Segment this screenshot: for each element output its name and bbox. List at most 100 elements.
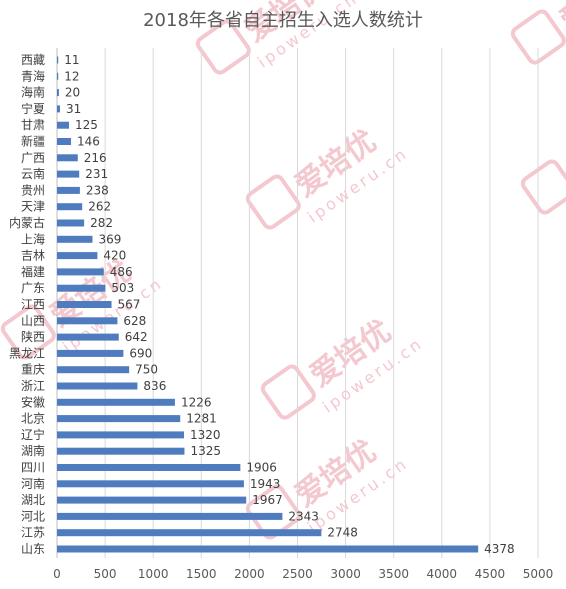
category-label: 四川 bbox=[21, 461, 45, 475]
data-label: 262 bbox=[88, 200, 111, 214]
x-tick-label: 1000 bbox=[138, 567, 169, 581]
x-tick-label: 2000 bbox=[234, 567, 265, 581]
x-tick-label: 500 bbox=[94, 567, 117, 581]
category-label: 云南 bbox=[21, 166, 45, 181]
category-label: 浙江 bbox=[21, 379, 45, 393]
bar bbox=[57, 56, 59, 64]
category-label: 重庆 bbox=[21, 363, 45, 377]
data-label: 420 bbox=[103, 249, 126, 263]
data-label: 1281 bbox=[186, 412, 217, 426]
data-label: 2748 bbox=[327, 526, 358, 540]
category-label: 河南 bbox=[21, 476, 45, 491]
category-label: 江西 bbox=[21, 298, 45, 312]
bar bbox=[57, 284, 106, 292]
category-label: 河北 bbox=[21, 509, 45, 523]
data-label: 750 bbox=[135, 363, 158, 377]
data-label: 2343 bbox=[288, 509, 319, 523]
data-label: 238 bbox=[86, 183, 109, 197]
data-label: 20 bbox=[65, 86, 80, 100]
category-label: 陕西 bbox=[21, 329, 45, 344]
category-label: 北京 bbox=[21, 412, 45, 426]
watermark-logo-icon bbox=[195, 19, 251, 75]
bar bbox=[57, 235, 93, 243]
x-tick-label: 5000 bbox=[523, 567, 554, 581]
x-tick-label: 0 bbox=[53, 567, 61, 581]
watermark-logo-icon bbox=[245, 174, 301, 230]
category-label: 广西 bbox=[21, 151, 45, 165]
x-tick-label: 1500 bbox=[186, 567, 217, 581]
bar bbox=[57, 154, 78, 162]
category-labels: 西藏青海海南宁夏甘肃新疆广西云南贵州天津内蒙古上海吉林福建广东江西山西陕西黑龙江… bbox=[9, 53, 45, 556]
category-label: 西藏 bbox=[21, 53, 45, 67]
bar bbox=[57, 121, 70, 129]
bar bbox=[57, 89, 59, 97]
bar bbox=[57, 366, 130, 374]
category-label: 山西 bbox=[21, 314, 45, 328]
data-label: 642 bbox=[125, 330, 148, 344]
bar bbox=[57, 268, 104, 276]
category-label: 甘肃 bbox=[21, 118, 45, 132]
data-label: 369 bbox=[98, 232, 121, 246]
bar bbox=[57, 480, 244, 488]
category-label: 安徽 bbox=[21, 394, 45, 409]
bar bbox=[57, 138, 72, 145]
category-label: 上海 bbox=[21, 231, 45, 246]
data-label: 216 bbox=[84, 151, 107, 165]
category-label: 青海 bbox=[21, 68, 45, 83]
x-tick-label: 4000 bbox=[427, 567, 458, 581]
bar bbox=[57, 545, 479, 553]
bar bbox=[57, 464, 241, 471]
data-label: 4378 bbox=[484, 542, 515, 556]
data-label: 1226 bbox=[181, 395, 212, 409]
bar bbox=[57, 349, 124, 357]
x-tick-label: 3500 bbox=[378, 567, 409, 581]
data-label: 231 bbox=[85, 167, 108, 181]
chart-title: 2018年各省自主招生入选人数统计 bbox=[143, 10, 423, 31]
data-label: 628 bbox=[123, 314, 146, 328]
category-label: 贵州 bbox=[21, 183, 45, 197]
bar bbox=[57, 317, 118, 325]
data-label: 1325 bbox=[190, 444, 221, 458]
category-label: 新疆 bbox=[21, 134, 45, 149]
bar bbox=[57, 105, 60, 113]
category-label: 海南 bbox=[21, 85, 45, 100]
watermark-logo-icon bbox=[260, 364, 316, 420]
watermark-logo-icon bbox=[245, 484, 301, 540]
category-label: 宁夏 bbox=[21, 101, 45, 116]
category-label: 吉林 bbox=[21, 249, 45, 263]
bar bbox=[57, 252, 98, 260]
x-tick-label: 4500 bbox=[475, 567, 506, 581]
category-label: 山东 bbox=[21, 542, 45, 556]
bar bbox=[57, 170, 80, 178]
bars: 11 12 20 31 125 146 216 231 238 262 282 369 420 486 50… bbox=[57, 53, 515, 556]
data-label: 11 bbox=[64, 53, 79, 67]
data-label: 282 bbox=[90, 216, 113, 230]
data-label: 146 bbox=[77, 135, 100, 149]
bar bbox=[57, 415, 181, 423]
category-label: 辽宁 bbox=[21, 427, 45, 442]
data-label: 567 bbox=[118, 298, 141, 312]
data-label: 125 bbox=[75, 118, 98, 132]
data-label: 1967 bbox=[252, 493, 283, 507]
data-label: 31 bbox=[66, 102, 81, 116]
data-label: 12 bbox=[64, 69, 79, 83]
bar bbox=[57, 496, 247, 504]
category-label: 江苏 bbox=[21, 526, 45, 540]
watermark-logo-icon bbox=[0, 304, 56, 360]
bar bbox=[57, 72, 59, 80]
x-tick-label: 3000 bbox=[330, 567, 361, 581]
bar bbox=[57, 301, 112, 308]
x-tick-labels: 0 500 1000 1500 2000 2500 3000 3500 4000 4500 5000 bbox=[53, 567, 553, 581]
category-label: 湖南 bbox=[21, 443, 45, 458]
data-label: 1943 bbox=[250, 477, 281, 491]
watermark-logo-icon bbox=[510, 9, 566, 65]
bar bbox=[57, 186, 80, 194]
bar bbox=[57, 447, 185, 455]
bar bbox=[57, 529, 322, 537]
category-label: 广东 bbox=[21, 281, 45, 295]
category-label: 天津 bbox=[21, 200, 45, 214]
category-label: 福建 bbox=[21, 264, 45, 279]
